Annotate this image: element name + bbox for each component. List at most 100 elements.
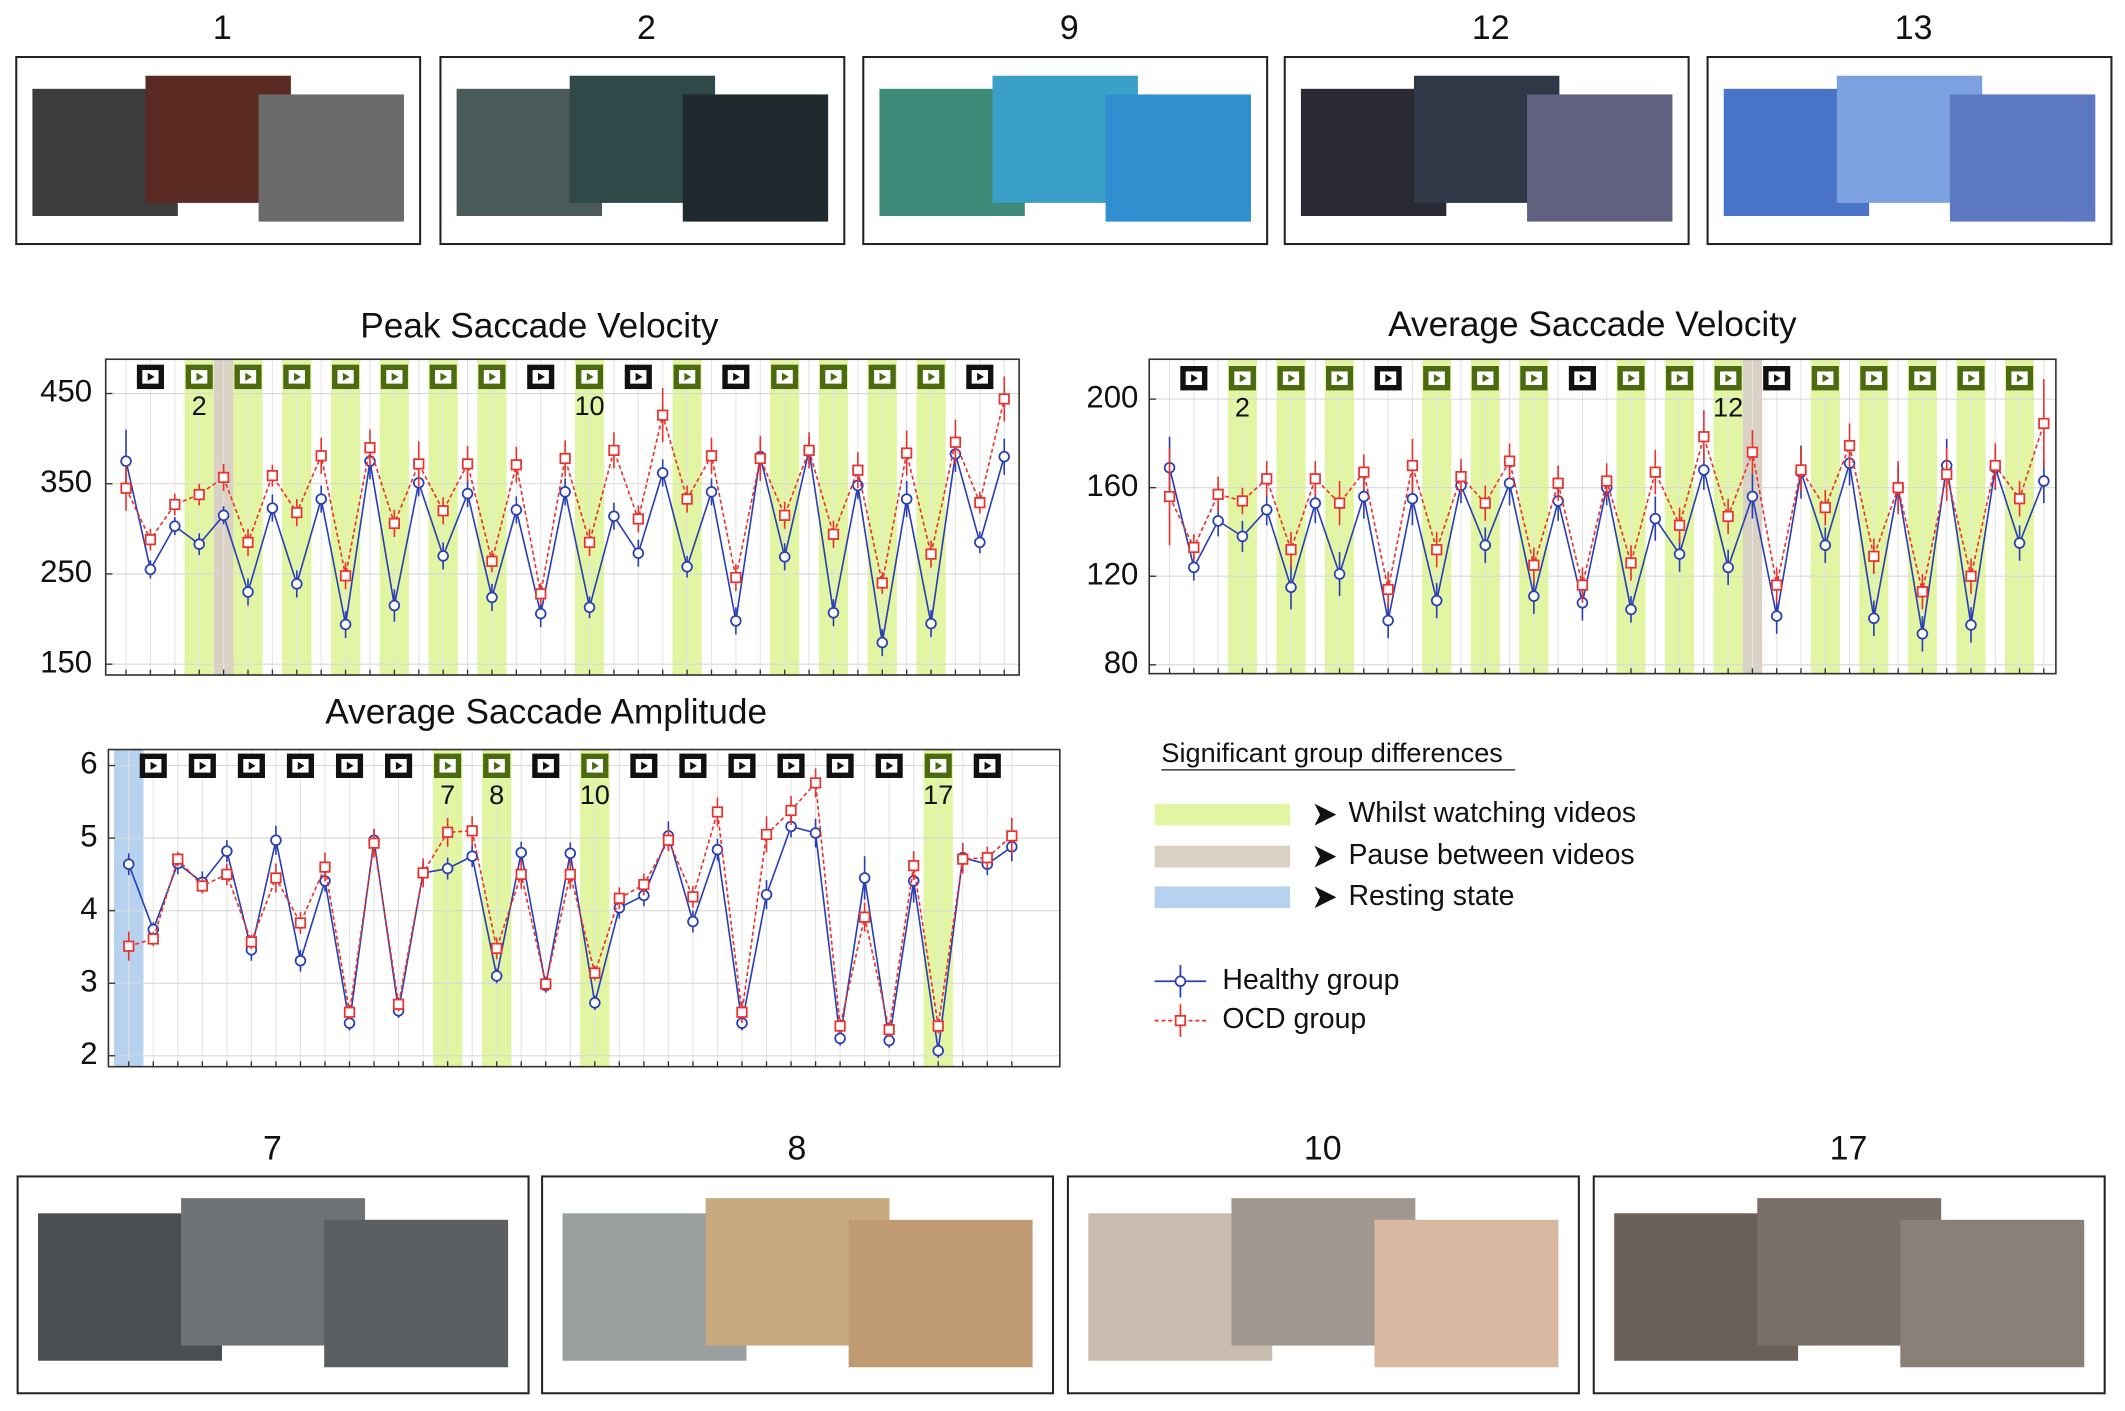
video-icon-play [1822, 374, 1830, 383]
data-point [681, 560, 693, 573]
data-point [368, 837, 380, 849]
data-point [270, 872, 282, 884]
data-point [1576, 579, 1589, 591]
data-point [736, 1006, 748, 1018]
thumbnail-image [1527, 94, 1673, 222]
data-point [535, 588, 547, 600]
video-icon-play [1579, 374, 1587, 383]
data-point [1552, 477, 1564, 489]
video-icon-play [294, 372, 301, 381]
data-point [217, 471, 230, 484]
thumbnail-label: 9 [1060, 9, 1079, 47]
data-point [778, 551, 791, 563]
data-point [437, 550, 449, 562]
y-tick-label: 250 [40, 554, 92, 589]
video-icon-play [690, 761, 697, 770]
data-point [1430, 594, 1443, 607]
video-icon-play [635, 372, 643, 381]
thumbnail-label: 2 [637, 9, 656, 47]
data-point [490, 970, 503, 982]
data-point [1358, 466, 1370, 478]
data-point [364, 442, 376, 454]
thumbnail-image [848, 1219, 1033, 1368]
data-point [827, 606, 840, 619]
video-icon-play [489, 372, 497, 381]
annotation: 8 [489, 779, 504, 810]
legend-label: OCD group [1222, 1003, 1366, 1035]
data-point [974, 536, 986, 549]
video-icon-play [781, 372, 789, 381]
data-point [1916, 586, 1929, 598]
data-point [291, 506, 303, 519]
data-point [883, 1024, 895, 1036]
data-point [1819, 501, 1831, 514]
legend-arrow [1314, 845, 1337, 868]
data-point [656, 467, 669, 479]
thumbnail-label: 10 [1304, 1130, 1342, 1168]
video-icon-play [444, 761, 452, 770]
data-point [687, 891, 699, 903]
data-point [169, 498, 181, 511]
data-point [441, 862, 454, 875]
data-point [1479, 497, 1491, 509]
video-icon-play [196, 372, 204, 381]
video-icon-play [1968, 374, 1976, 383]
data-point [858, 872, 871, 884]
data-point [270, 834, 282, 847]
data-point [785, 804, 797, 817]
data-point [1868, 550, 1880, 562]
data-point [1528, 559, 1540, 571]
data-point [120, 482, 132, 494]
data-point [908, 860, 920, 872]
annotation: 12 [1713, 392, 1743, 423]
data-point [491, 942, 503, 955]
data-point [901, 447, 913, 459]
data-point [413, 458, 425, 470]
video-icon-play [538, 372, 545, 381]
plot-frame [1148, 358, 2057, 675]
data-point [779, 509, 791, 521]
legend-label: Whilst watching videos [1348, 797, 1636, 829]
data-point [1625, 603, 1637, 616]
data-point [1601, 475, 1613, 487]
data-point [319, 861, 331, 873]
data-point [2038, 417, 2050, 430]
data-point [949, 436, 962, 448]
video-icon-play [440, 372, 448, 381]
data-point [1188, 561, 1200, 574]
data-point [315, 450, 327, 462]
data-point [632, 547, 645, 559]
data-point [705, 450, 718, 462]
video-icon-play [928, 372, 936, 381]
video-icon-play [1385, 374, 1393, 383]
data-point [932, 1044, 944, 1057]
data-point [510, 504, 523, 516]
data-point [925, 548, 937, 560]
data-point [1698, 431, 1710, 443]
video-icon-play [1191, 374, 1198, 383]
data-point [221, 868, 233, 880]
legend-swatch [1154, 886, 1291, 909]
chart-title: Peak Saccade Velocity [360, 306, 719, 345]
thumbnail-label: 1 [213, 9, 232, 47]
data-point [1528, 590, 1540, 602]
data-point [1406, 459, 1419, 472]
y-tick-label: 120 [1086, 556, 1138, 591]
plot-frame [107, 748, 1061, 1068]
video-icon-play [684, 372, 692, 381]
video-icon-play [1288, 374, 1296, 383]
video-icon-play [1433, 374, 1441, 383]
data-point [1649, 512, 1662, 525]
video-icon-play [1871, 374, 1878, 383]
data-point [730, 571, 742, 584]
data-point [1941, 468, 1953, 481]
data-point [1503, 477, 1516, 489]
annotation: 17 [923, 779, 953, 810]
data-point [1285, 581, 1297, 594]
data-point [540, 978, 552, 990]
data-point [1455, 470, 1467, 483]
data-point [564, 847, 577, 860]
annotation: 7 [440, 779, 455, 810]
data-point [388, 599, 401, 612]
data-point [1771, 579, 1783, 591]
